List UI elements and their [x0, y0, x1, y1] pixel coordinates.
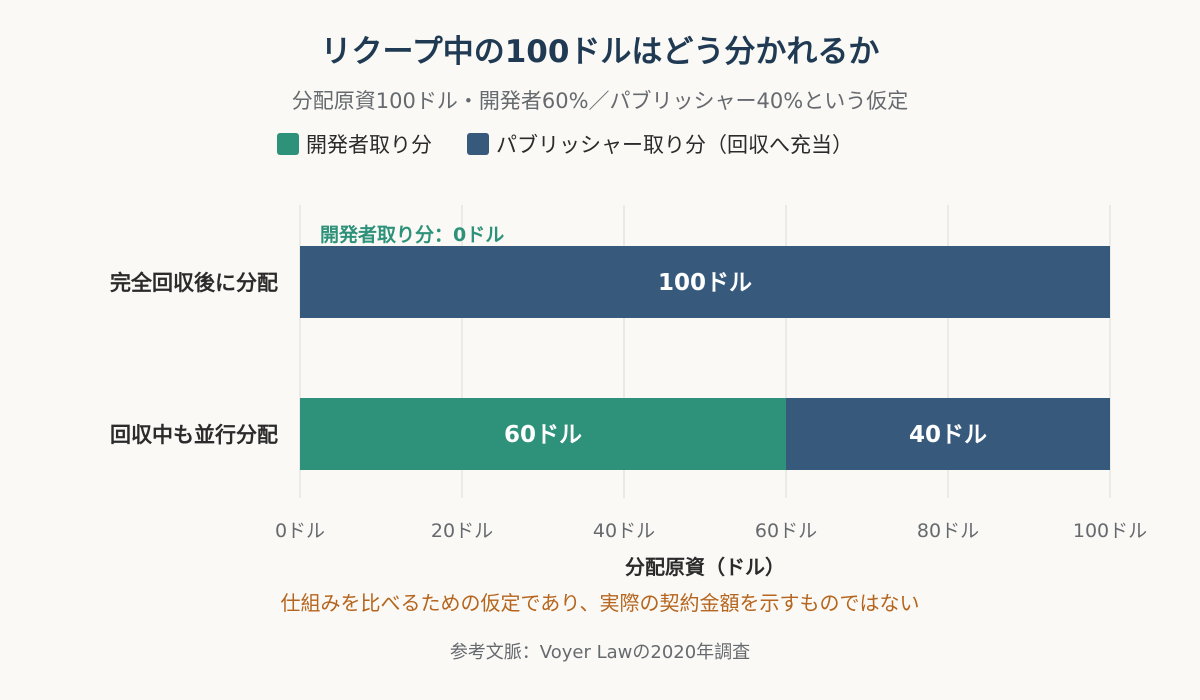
legend-label-publisher: パブリッシャー取り分（回収へ充当）: [496, 133, 853, 157]
chart-note: 仕組みを比べるための仮定であり、実際の契約金額を示すものではない: [281, 591, 920, 615]
bars: 100ドル 60ドル 40ドル 開発者取り分：0ドル: [300, 223, 1110, 470]
bar-1-0: [300, 398, 786, 470]
legend: 開発者取り分 パブリッシャー取り分（回収へ充当）: [277, 133, 853, 157]
x-tick-label-5: 100ドル: [1073, 520, 1147, 542]
category-label-1: 回収中も並行分配: [110, 423, 278, 447]
legend-label-developer: 開発者取り分: [306, 133, 432, 157]
chart-subtitle: 分配原資100ドル・開発者60%／パブリッシャー40%という仮定: [292, 89, 908, 113]
bar-1-1: [786, 398, 1110, 470]
legend-swatch-publisher: [467, 133, 489, 155]
category-label-0: 完全回収後に分配: [110, 271, 278, 295]
x-tick-label-3: 60ドル: [755, 520, 817, 542]
annotation-0: 開発者取り分：0ドル: [320, 223, 504, 246]
x-tick-label-2: 40ドル: [593, 520, 655, 542]
x-axis-title: 分配原資（ドル）: [625, 555, 785, 579]
bar-label-1-1: 40ドル: [909, 422, 987, 448]
bar-label-0-1: 100ドル: [658, 270, 752, 296]
chart-source: 参考文脈：Voyer Lawの2020年調査: [450, 642, 750, 663]
x-tick-label-1: 20ドル: [431, 520, 493, 542]
x-tick-label-4: 80ドル: [917, 520, 979, 542]
chart-title: リクープ中の100ドルはどう分かれるか: [321, 34, 880, 70]
bar-label-1-0: 60ドル: [504, 422, 582, 448]
x-tick-label-0: 0ドル: [275, 520, 325, 542]
legend-swatch-developer: [277, 133, 299, 155]
x-axis-ticks: 0ドル 20ドル 40ドル 60ドル 80ドル 100ドル: [275, 520, 1147, 542]
bar-0-1: [300, 246, 1110, 318]
